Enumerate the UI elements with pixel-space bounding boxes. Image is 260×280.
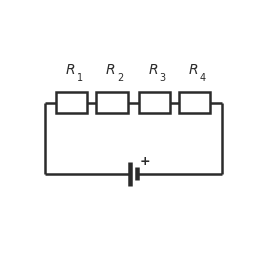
Text: 4: 4 [200, 73, 206, 83]
Text: 2: 2 [117, 73, 124, 83]
Text: R: R [148, 63, 158, 77]
Bar [139, 92, 170, 113]
Bar [56, 92, 87, 113]
Text: 3: 3 [159, 73, 166, 83]
Text: R: R [106, 63, 116, 77]
Text: 1: 1 [77, 73, 83, 83]
Text: R: R [189, 63, 198, 77]
Bar [179, 92, 210, 113]
Text: +: + [139, 155, 150, 168]
Text: R: R [66, 63, 75, 77]
Bar [96, 92, 128, 113]
